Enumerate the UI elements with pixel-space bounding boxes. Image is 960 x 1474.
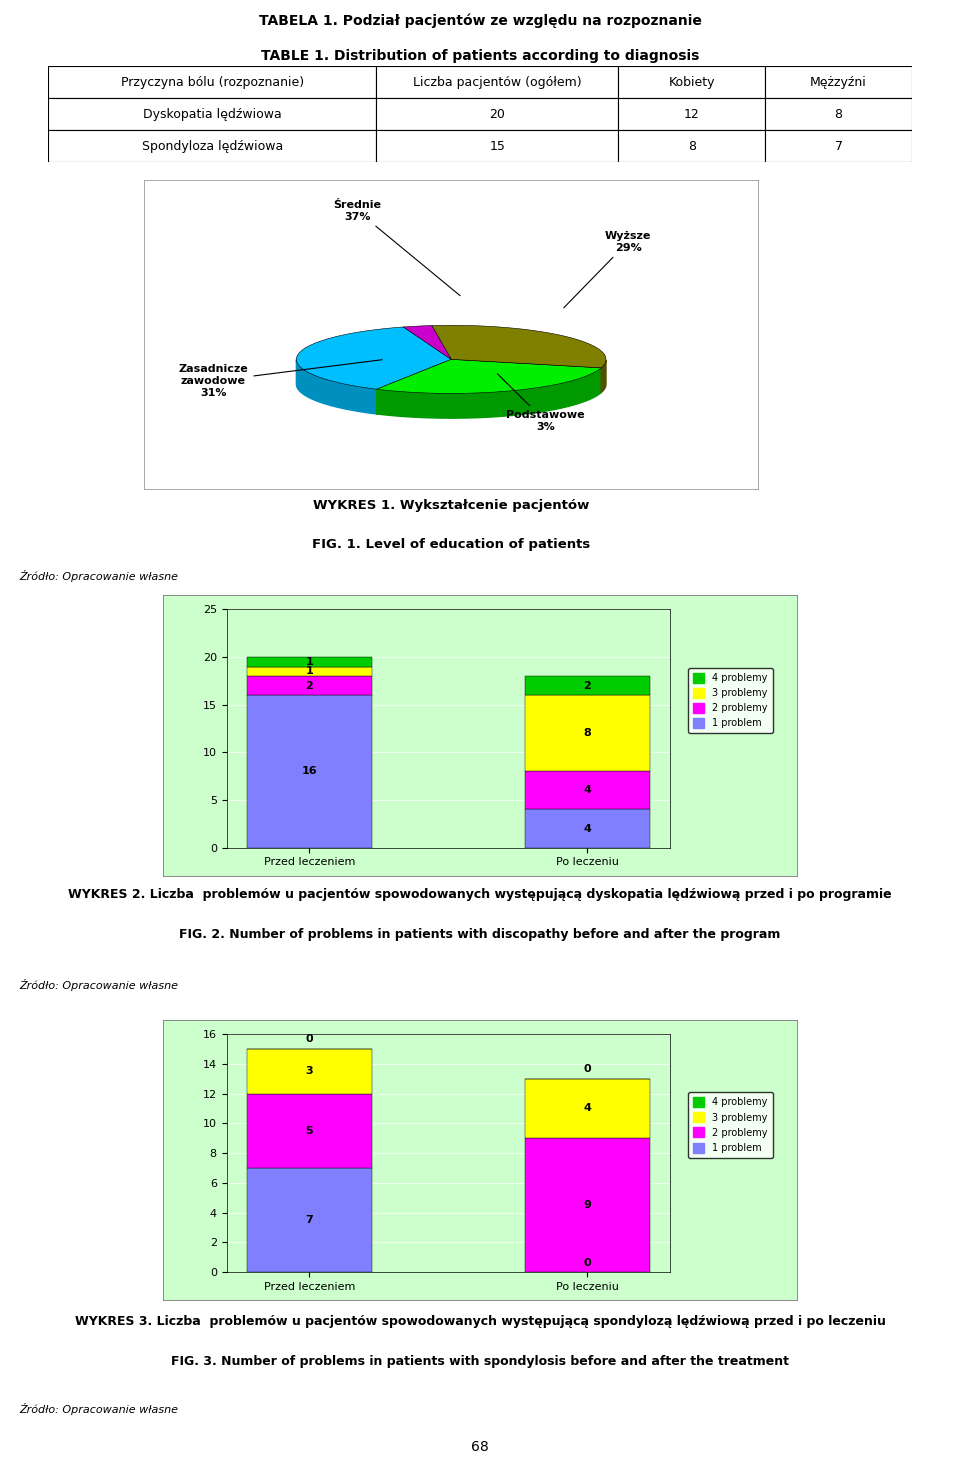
Bar <box>765 99 912 130</box>
Bar <box>618 99 765 130</box>
Text: 15: 15 <box>490 140 505 153</box>
Text: Spondyloza lędźwiowa: Spondyloza lędźwiowa <box>141 140 283 153</box>
Text: Kobiety: Kobiety <box>668 75 715 88</box>
Text: FIG. 3. Number of problems in patients with spondylosis before and after the tre: FIG. 3. Number of problems in patients w… <box>171 1355 789 1368</box>
Text: 8: 8 <box>834 108 843 121</box>
Text: Dyskopatia lędźwiowa: Dyskopatia lędźwiowa <box>143 108 281 121</box>
Bar <box>376 66 618 99</box>
Text: TABELA 1. Podział pacjentów ze względu na rozpoznanie: TABELA 1. Podział pacjentów ze względu n… <box>258 13 702 28</box>
Text: 8: 8 <box>687 140 696 153</box>
Text: WYKRES 3. Liczba  problemów u pacjentów spowodowanych występującą spondylozą lęd: WYKRES 3. Liczba problemów u pacjentów s… <box>75 1315 885 1328</box>
Text: 20: 20 <box>490 108 505 121</box>
Text: Źródło: Opracowanie własne: Źródło: Opracowanie własne <box>19 979 179 991</box>
Bar <box>618 66 765 99</box>
Text: WYKRES 1. Wykształcenie pacjentów: WYKRES 1. Wykształcenie pacjentów <box>313 500 589 511</box>
Text: Źródło: Opracowanie własne: Źródło: Opracowanie własne <box>19 569 179 582</box>
Text: WYKRES 2. Liczba  problemów u pacjentów spowodowanych występującą dyskopatia lęd: WYKRES 2. Liczba problemów u pacjentów s… <box>68 887 892 901</box>
Text: 68: 68 <box>471 1440 489 1455</box>
Bar <box>48 66 376 99</box>
Bar <box>618 130 765 162</box>
Text: TABLE 1. Distribution of patients according to diagnosis: TABLE 1. Distribution of patients accord… <box>261 49 699 63</box>
Bar <box>765 66 912 99</box>
Bar <box>376 99 618 130</box>
Text: FIG. 1. Level of education of patients: FIG. 1. Level of education of patients <box>312 538 590 551</box>
Bar <box>765 130 912 162</box>
Text: Źródło: Opracowanie własne: Źródło: Opracowanie własne <box>19 1403 179 1415</box>
Bar <box>48 99 376 130</box>
Bar <box>48 130 376 162</box>
Text: FIG. 2. Number of problems in patients with discopathy before and after the prog: FIG. 2. Number of problems in patients w… <box>180 927 780 940</box>
Text: 7: 7 <box>834 140 843 153</box>
Bar <box>376 130 618 162</box>
Text: 12: 12 <box>684 108 700 121</box>
Text: Mężzyźni: Mężzyźni <box>810 75 867 88</box>
Text: Przyczyna bólu (rozpoznanie): Przyczyna bólu (rozpoznanie) <box>121 75 303 88</box>
Text: Liczba pacjentów (ogółem): Liczba pacjentów (ogółem) <box>413 75 582 88</box>
